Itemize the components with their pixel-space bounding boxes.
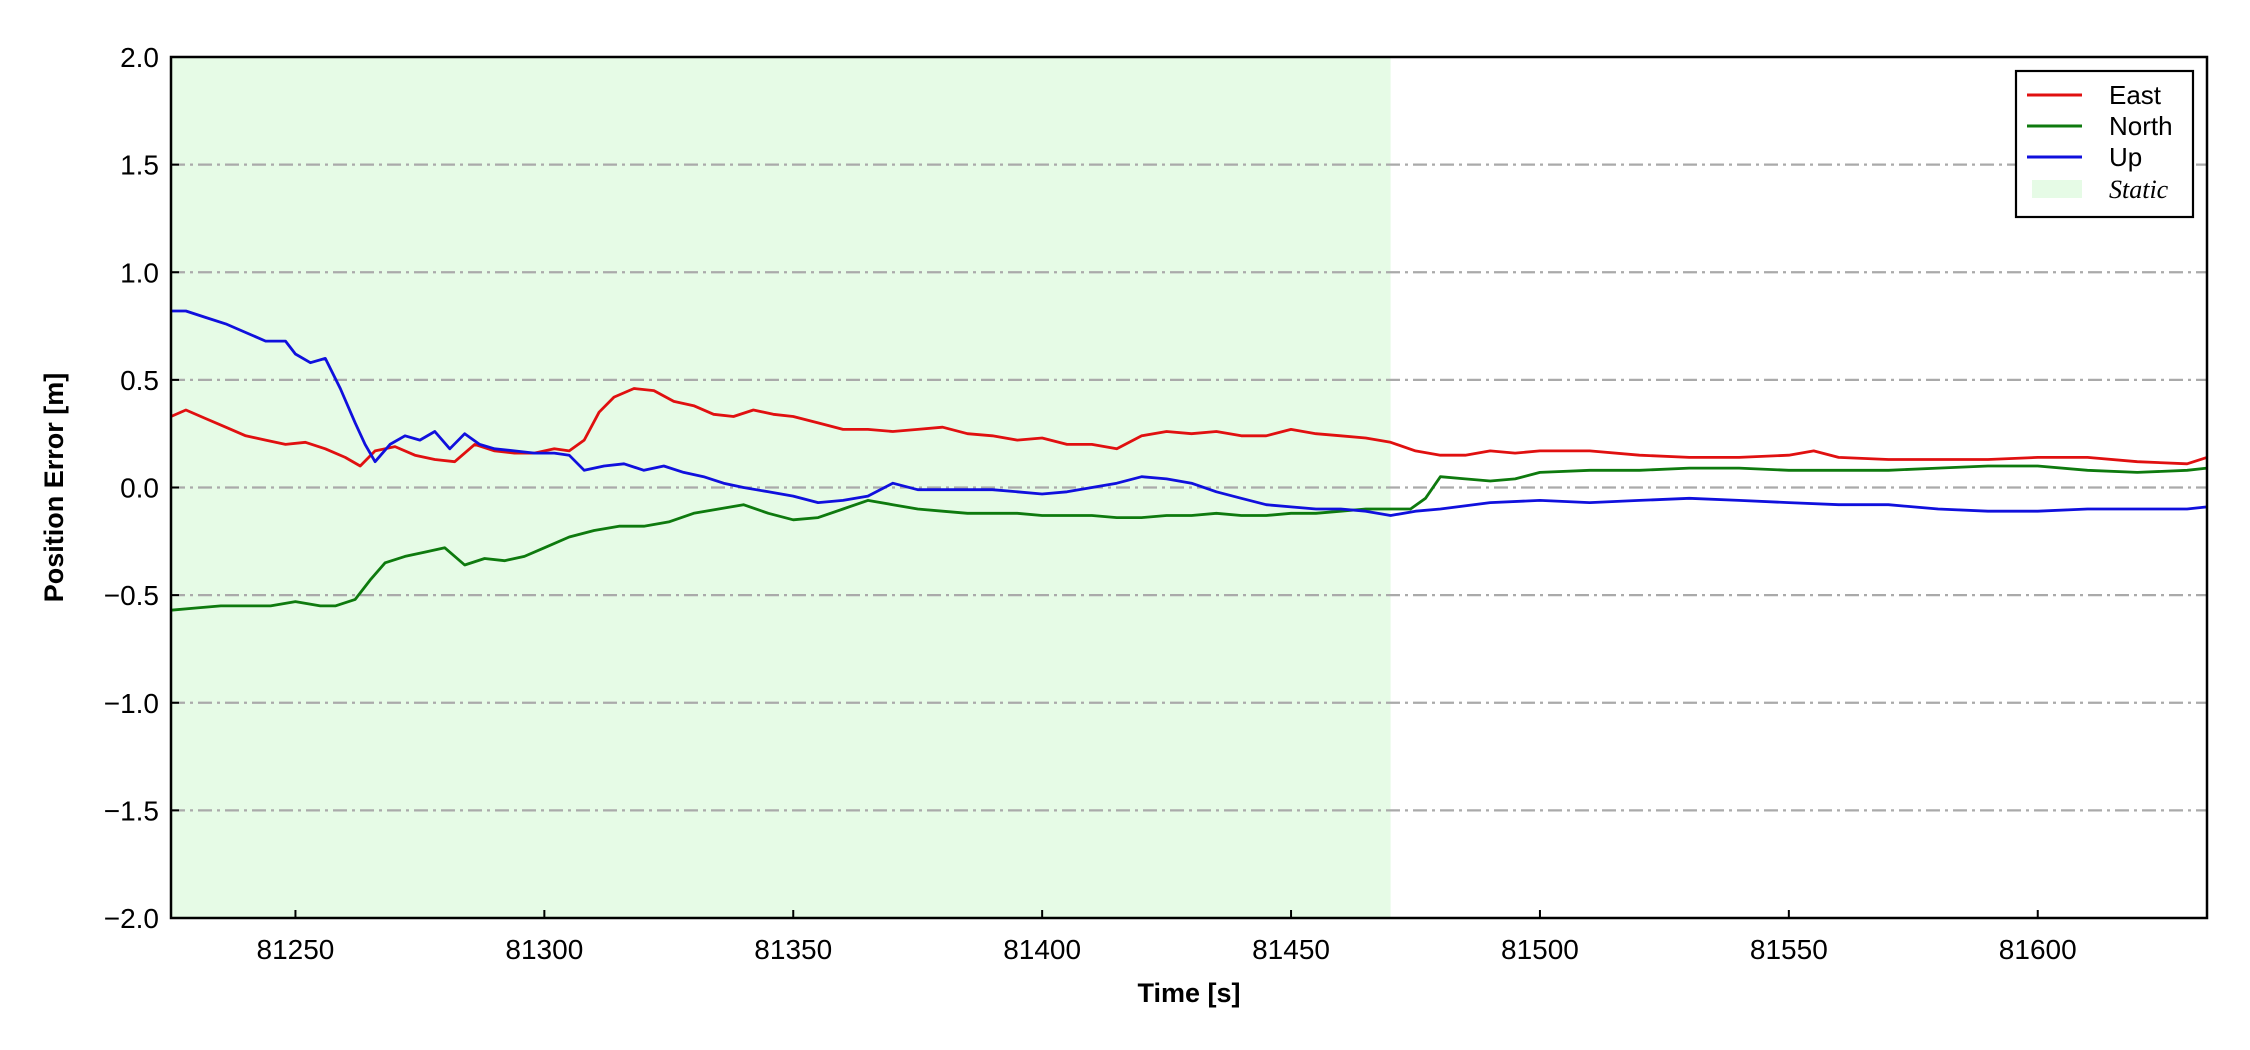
series-line-east [170,387,2208,468]
x-tick-label: 81400 [1003,934,1081,965]
y-tick-label: 1.0 [120,257,159,288]
y-tick-label: 1.5 [120,150,159,181]
series-line-north [170,464,2208,612]
legend-east-label: East [2109,80,2162,110]
static-shaded-region [171,57,1391,918]
x-tick-label: 81550 [1750,934,1828,965]
series-lines [170,309,2208,612]
y-tick-label: 0.5 [120,365,159,396]
legend-up-label: Up [2109,142,2142,172]
legend-static-swatch [2032,180,2082,198]
y-axis-ticks: −2.0 −1.5 −1.0 −0.5 0.0 0.5 1.0 1.5 2.0 [104,42,179,934]
y-tick-label: −2.0 [104,903,159,934]
legend-north-label: North [2109,111,2173,141]
y-tick-label: −0.5 [104,580,159,611]
y-tick-label: 2.0 [120,42,159,73]
x-axis-ticks: 81250 81300 81350 81400 81450 81500 81550 81600 [257,910,2077,965]
x-tick-label: 81450 [1252,934,1330,965]
y-axis-label: Position Error [m] [39,373,69,603]
x-tick-label: 81250 [257,934,335,965]
x-tick-label: 81350 [754,934,832,965]
x-tick-label: 81600 [1999,934,2077,965]
x-tick-label: 81500 [1501,934,1579,965]
legend-static-label: Static [2109,175,2169,204]
y-tick-label: −1.5 [104,795,159,826]
x-axis-label: Time [s] [1137,978,1240,1008]
x-tick-label: 81300 [505,934,583,965]
series-line-up [171,309,2208,517]
y-tick-label: 0.0 [120,473,159,504]
y-tick-label: −1.0 [104,688,159,719]
grid-lines [171,163,2207,812]
legend: East North Up Static [2014,69,2195,219]
